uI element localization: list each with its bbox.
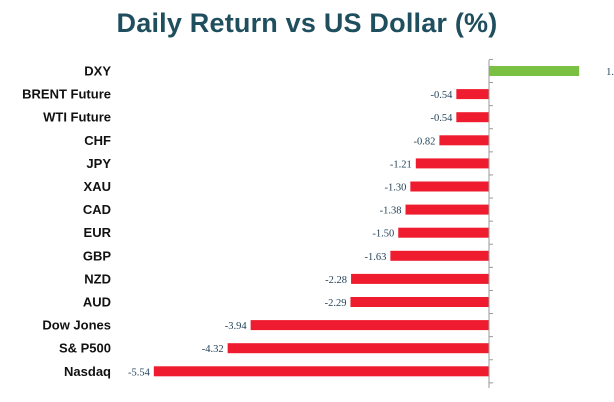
value-label: -1.30	[384, 183, 406, 194]
value-label: 1.49	[606, 67, 614, 78]
bar-jpy	[415, 158, 489, 169]
bar-nasdaq	[153, 366, 489, 377]
value-label: -2.28	[325, 275, 347, 286]
category-label: WTI Future	[43, 110, 111, 125]
category-label: AUD	[83, 295, 111, 310]
value-label: -0.82	[414, 136, 436, 147]
bar-cad	[405, 204, 489, 215]
category-label: GBP	[83, 248, 112, 263]
category-label: Nasdaq	[64, 364, 111, 379]
category-label: DXY	[84, 64, 111, 79]
category-label: JPY	[86, 156, 111, 171]
bar-eur	[398, 227, 489, 238]
bar-wti-future	[456, 112, 489, 123]
bar-dow-jones	[250, 320, 489, 331]
axis-ticks	[489, 58, 493, 384]
category-label: S& P500	[59, 341, 111, 356]
category-label: Dow Jones	[42, 318, 111, 333]
bar-gbp	[390, 250, 489, 261]
value-label: -0.54	[430, 90, 453, 101]
bar-aud	[350, 297, 489, 307]
value-label: -2.29	[325, 298, 347, 309]
category-label: CAD	[83, 202, 111, 217]
value-label: -1.21	[390, 159, 412, 170]
value-label: -4.32	[202, 344, 224, 355]
bar-s-p500	[227, 343, 489, 354]
value-label: -1.38	[380, 206, 402, 217]
bar-brent-future	[456, 89, 489, 100]
category-label: CHF	[84, 133, 111, 148]
bar-dxy	[489, 66, 580, 76]
bar-chf	[439, 135, 489, 146]
bar-nzd	[351, 273, 489, 284]
value-label: -1.50	[372, 229, 394, 240]
category-label: EUR	[84, 225, 112, 240]
value-label: -1.63	[365, 252, 387, 263]
value-label: -3.94	[225, 321, 248, 332]
category-label: NZD	[84, 271, 111, 286]
bar-xau	[410, 181, 489, 192]
value-label: -5.54	[128, 367, 151, 378]
chart-title: Daily Return vs US Dollar (%)	[116, 8, 498, 38]
bars-layer	[153, 66, 580, 377]
value-label: -0.54	[430, 113, 453, 124]
labels-layer: DXY 1.49 BRENT Future -0.54 WTI Future -0.54 C…	[22, 64, 614, 379]
category-label: BRENT Future	[22, 87, 111, 102]
category-label: XAU	[84, 179, 111, 194]
